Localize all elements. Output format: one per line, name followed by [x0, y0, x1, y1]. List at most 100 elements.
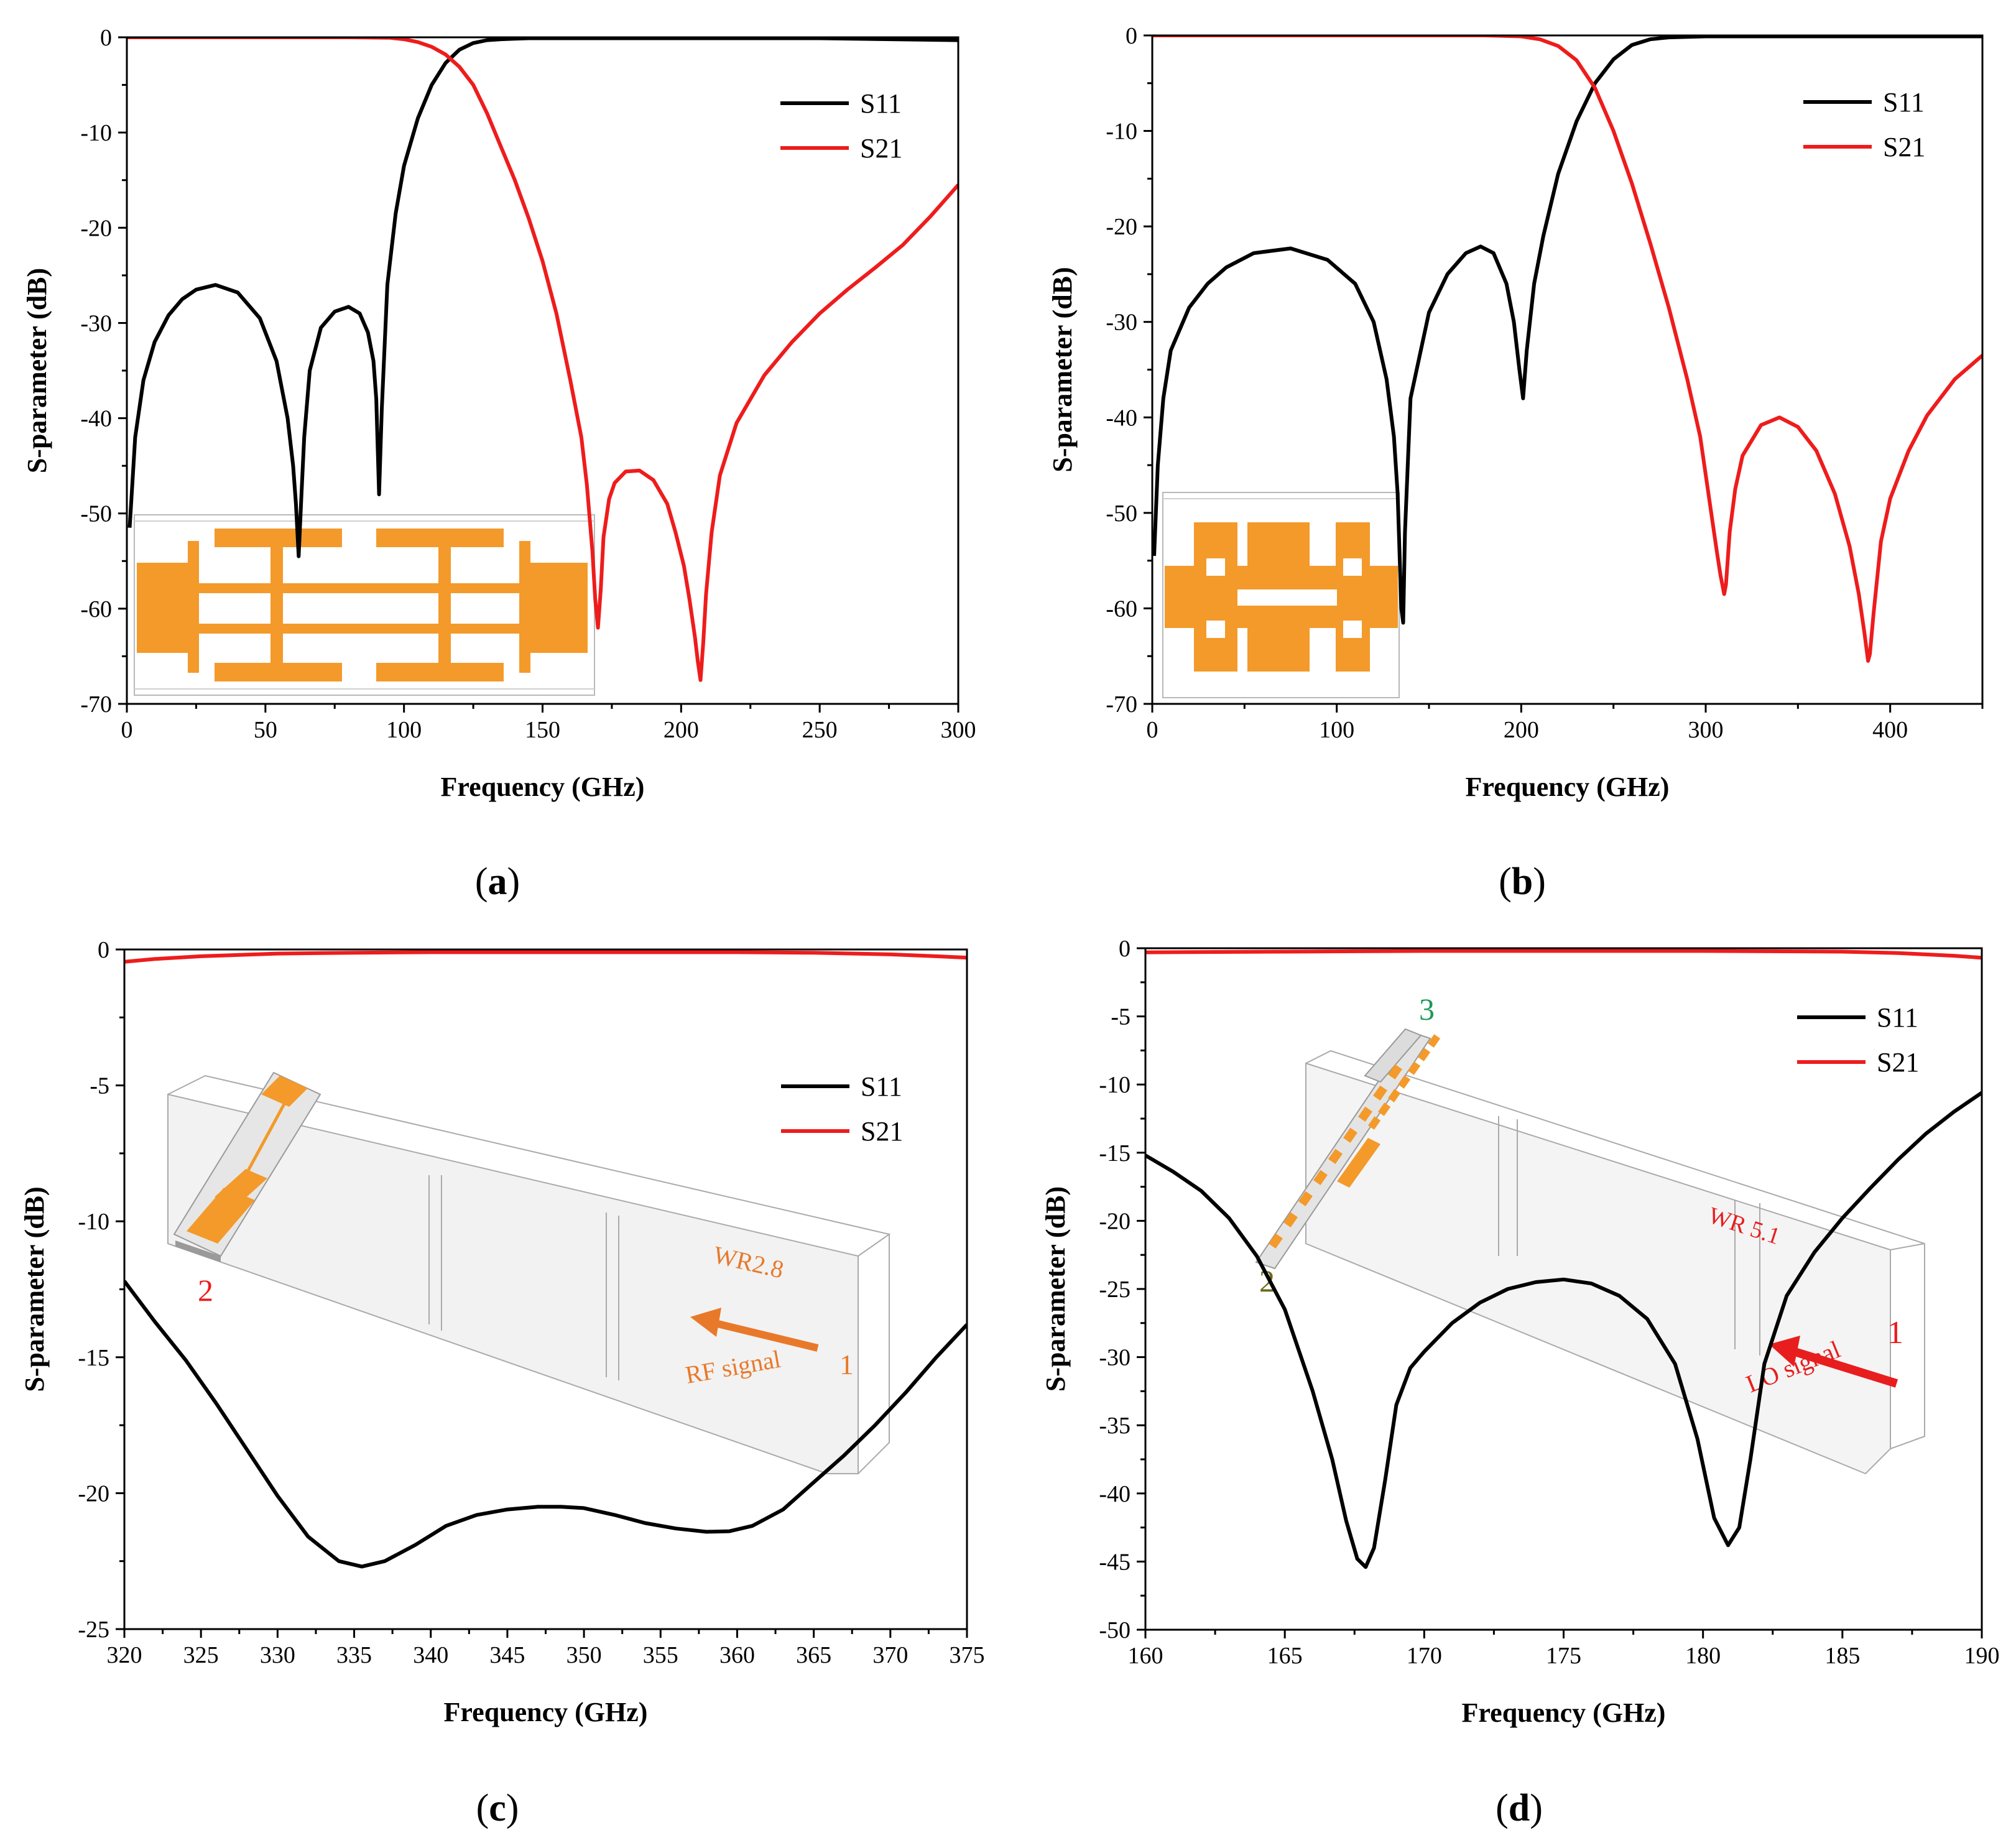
x-tick-label: 185: [1824, 1643, 1860, 1669]
series-s21-line: [1145, 949, 1982, 960]
y-tick-label: -20: [1099, 1208, 1131, 1234]
series-s21-line: [124, 950, 967, 964]
port-1-label: 1: [1887, 1315, 1903, 1351]
y-tick-label: -10: [1099, 1072, 1131, 1098]
y-tick-label: -70: [80, 691, 112, 718]
x-tick-label: 365: [796, 1642, 831, 1668]
x-axis-title: Frequency (GHz): [441, 772, 645, 802]
copper-element: [1388, 1089, 1401, 1102]
y-tick-label: -50: [1099, 1617, 1131, 1643]
x-tick-label: 175: [1546, 1643, 1581, 1669]
x-axis-title: Frequency (GHz): [444, 1697, 648, 1727]
x-tick-label: 300: [1688, 717, 1724, 743]
copper-element: [1378, 1102, 1391, 1116]
panel-caption: (c): [476, 1787, 519, 1829]
copper-strip: [215, 529, 342, 547]
port-1-label: 1: [839, 1349, 854, 1380]
x-tick-label: 100: [1319, 717, 1354, 743]
x-tick-label: 355: [643, 1642, 678, 1668]
y-tick-label: -20: [78, 1480, 109, 1507]
y-tick-label: -30: [80, 310, 112, 336]
x-axis-title: Frequency (GHz): [1462, 1698, 1666, 1728]
y-tick-label: -60: [1106, 596, 1137, 622]
copper-element: [1313, 1170, 1328, 1186]
x-tick-label: 180: [1685, 1643, 1721, 1669]
x-tick-label: 50: [254, 717, 277, 743]
inset-frame: [134, 514, 595, 696]
x-tick-label: 100: [386, 717, 422, 743]
x-tick-label: 320: [107, 1642, 142, 1668]
y-tick-label: -10: [80, 120, 112, 146]
port-2-label: 2: [198, 1273, 213, 1308]
panel-a: 0 50 100 150 200 250 300 0 -10 -20 -30 -40 -50 -60 -70…: [22, 25, 976, 903]
caption-close: ): [1530, 1787, 1543, 1829]
y-tick-label: -5: [90, 1073, 109, 1099]
y-tick-label: -20: [1106, 214, 1137, 240]
y-tick-label: -45: [1099, 1549, 1131, 1575]
x-tick-label: 170: [1407, 1643, 1442, 1669]
caption-letter: a: [488, 861, 507, 903]
copper-pad: [187, 1188, 255, 1244]
copper-strip: [196, 624, 581, 634]
legend-label-s11: S11: [1883, 87, 1925, 118]
copper-element: [1328, 1148, 1343, 1165]
legend-label-s21: S21: [861, 1116, 903, 1147]
x-tick-label: 0: [121, 717, 133, 743]
x-tick-label: 400: [1872, 717, 1908, 743]
copper-element: [1269, 1233, 1283, 1249]
copper-element: [1428, 1034, 1441, 1048]
y-tick-label: -40: [1106, 405, 1137, 431]
x-tick-label: 360: [719, 1642, 755, 1668]
copper-strip: [525, 563, 588, 653]
inset-filter-layout-a: [134, 514, 595, 696]
copper-strip: [376, 663, 504, 681]
series-s21-line: [1152, 35, 1982, 663]
series-s11-line: [1152, 35, 1982, 625]
substrate-board: [1255, 1031, 1431, 1270]
panel-caption: (b): [1499, 861, 1546, 903]
signal-arrow: [1789, 1346, 1898, 1388]
x-tick-label: 325: [183, 1642, 219, 1668]
y-tick-label: -50: [80, 501, 112, 527]
waveguide-body: [167, 1093, 859, 1474]
x-tick-label: 375: [950, 1642, 985, 1668]
copper-element: [1283, 1212, 1298, 1228]
caption-close: ): [506, 1787, 519, 1829]
copper-element: [1398, 1075, 1411, 1089]
copper-line: [244, 1099, 288, 1176]
copper-element: [1373, 1085, 1387, 1101]
y-tick-label: -20: [80, 215, 112, 241]
y-tick-label: -40: [1099, 1481, 1131, 1507]
copper-element: [1343, 1127, 1357, 1143]
y-tick-label: -25: [78, 1617, 109, 1643]
panel-caption: (d): [1496, 1787, 1543, 1829]
x-tick-label: 150: [525, 717, 560, 743]
y-tick-label: -15: [78, 1345, 109, 1371]
x-tick-label: 190: [1964, 1643, 2000, 1669]
caption-close: ): [1533, 861, 1546, 903]
copper-strip: [215, 663, 342, 681]
copper-element: [1357, 1106, 1372, 1122]
inset-waveguide-c: WR2.8RF signal 12: [167, 1071, 891, 1474]
copper-strip: [1247, 628, 1310, 672]
legend-label-s11: S11: [1877, 1002, 1918, 1033]
series-s21-line: [127, 37, 958, 682]
series-s11-line: [1145, 1091, 1982, 1569]
port-3-label: 3: [1419, 992, 1435, 1027]
legend-label-s11: S11: [860, 88, 902, 119]
copper-strip: [196, 583, 581, 593]
x-tick-label: 330: [260, 1642, 295, 1668]
copper-element: [1368, 1116, 1381, 1130]
y-tick-label: 0: [100, 25, 112, 51]
x-tick-label: 340: [413, 1642, 448, 1668]
legend-label-s21: S21: [1883, 132, 1925, 162]
x-tick-label: 335: [336, 1642, 372, 1668]
copper-strip: [438, 529, 451, 681]
legend-label-s11: S11: [861, 1071, 902, 1102]
caption-open: (: [1499, 861, 1512, 903]
y-tick-label: -25: [1099, 1277, 1131, 1303]
copper-element: [1408, 1061, 1421, 1075]
y-tick-label: -30: [1106, 310, 1137, 336]
